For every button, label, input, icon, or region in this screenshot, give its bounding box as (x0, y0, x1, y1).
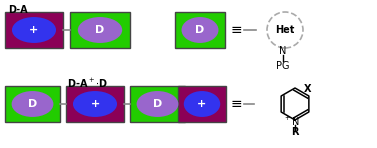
Ellipse shape (181, 17, 219, 43)
FancyBboxPatch shape (70, 12, 130, 48)
Ellipse shape (73, 91, 117, 117)
Text: D: D (195, 25, 205, 35)
FancyBboxPatch shape (130, 86, 185, 122)
FancyBboxPatch shape (66, 86, 124, 122)
Ellipse shape (12, 91, 54, 117)
Text: ≡: ≡ (230, 23, 242, 37)
Text: Het: Het (275, 25, 295, 35)
Text: +: + (29, 25, 38, 35)
Text: ≡: ≡ (230, 97, 242, 111)
Ellipse shape (78, 17, 122, 43)
Text: X: X (304, 84, 312, 94)
FancyBboxPatch shape (178, 86, 226, 122)
Text: $^+$N: $^+$N (284, 114, 300, 128)
Text: D-A$^+$$\cdot$D: D-A$^+$$\cdot$D (67, 77, 109, 90)
Text: D-A: D-A (8, 5, 28, 15)
Text: D: D (28, 99, 37, 109)
Text: +: + (198, 99, 207, 109)
Text: PG: PG (276, 61, 290, 71)
Ellipse shape (184, 91, 220, 117)
Text: D: D (95, 25, 105, 35)
FancyBboxPatch shape (5, 86, 60, 122)
Text: N: N (279, 46, 287, 56)
Text: +: + (90, 99, 100, 109)
Ellipse shape (12, 17, 56, 43)
Ellipse shape (136, 91, 178, 117)
FancyBboxPatch shape (175, 12, 225, 48)
Text: D: D (153, 99, 162, 109)
FancyBboxPatch shape (5, 12, 63, 48)
Text: R: R (291, 127, 299, 137)
